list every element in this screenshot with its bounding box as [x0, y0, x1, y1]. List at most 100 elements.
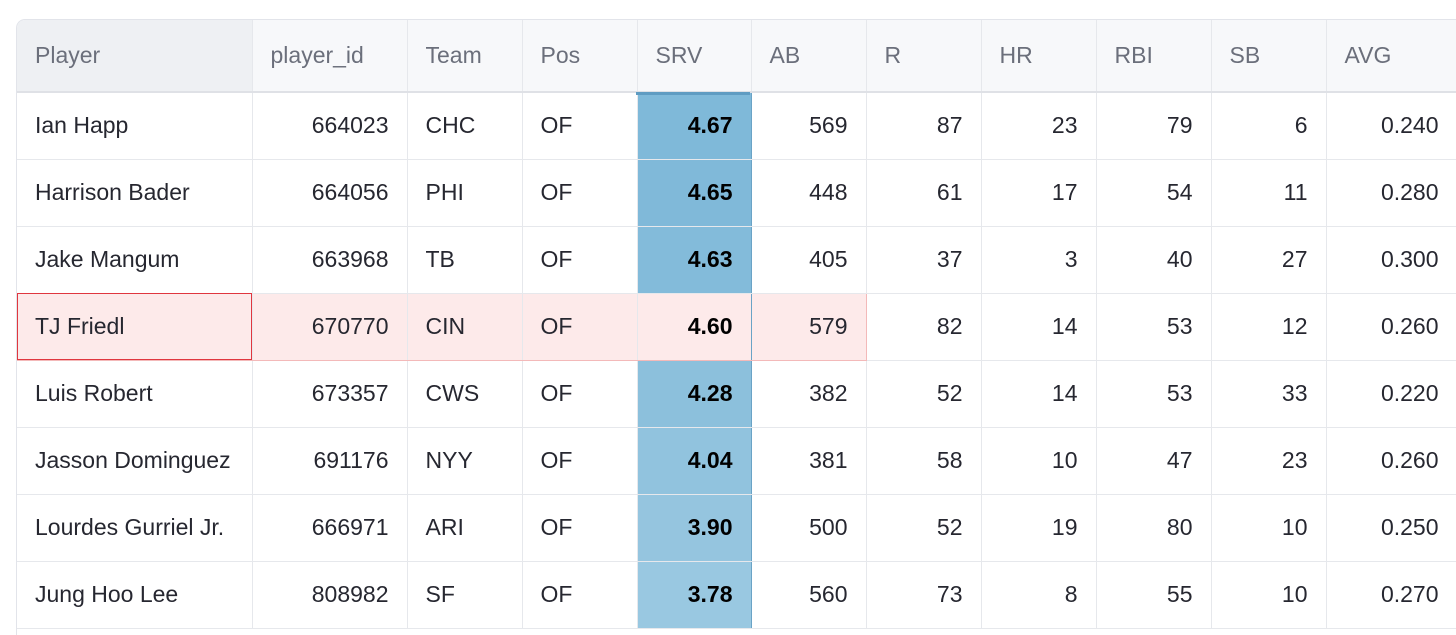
cell-hr[interactable]: 23 [981, 92, 1097, 160]
table-row[interactable]: TJ Friedl 670770 CIN OF 4.60 579 82 14 53 12 0.260 [17, 292, 1456, 361]
cell-pos[interactable]: OF [522, 561, 638, 629]
cell-avg[interactable]: 0.250 [1326, 494, 1456, 562]
cell-srv[interactable]: 4.67 [636, 92, 752, 160]
cell-player-id[interactable]: 664056 [252, 159, 408, 227]
cell-team[interactable]: PHI [407, 159, 523, 227]
cell-avg[interactable]: 0.220 [1326, 360, 1456, 428]
cell-pos[interactable]: OF [522, 427, 638, 495]
cell-srv[interactable]: 4.28 [636, 360, 752, 428]
cell-sb[interactable]: 23 [1211, 427, 1327, 495]
cell-r[interactable]: 37 [866, 226, 982, 294]
cell-sb[interactable]: 11 [1211, 159, 1327, 227]
cell-srv[interactable]: 4.04 [636, 427, 752, 495]
column-header-player[interactable]: Player [17, 20, 253, 93]
cell-avg[interactable]: 0.260 [1326, 427, 1456, 495]
cell-r[interactable]: 58 [866, 427, 982, 495]
table-row[interactable]: Ian Happ 664023 CHC OF 4.67 569 87 23 79 6 0.240 [17, 92, 1456, 160]
table-row[interactable]: Harrison Bader 664056 PHI OF 4.65 448 61 17 54 11… [17, 159, 1456, 227]
cell-rbi[interactable]: 40 [1096, 226, 1212, 294]
cell-player-id[interactable]: 673357 [252, 360, 408, 428]
cell-srv[interactable]: 3.90 [636, 494, 752, 562]
cell-player-id[interactable]: 664023 [252, 92, 408, 160]
table-row[interactable]: Jasson Dominguez 691176 NYY OF 4.04 381 58 10 47… [17, 427, 1456, 495]
cell-pos[interactable]: OF [522, 360, 638, 428]
table-row[interactable]: Lourdes Gurriel Jr. 666971 ARI OF 3.90 500 52 1… [17, 494, 1456, 562]
cell-ab[interactable]: 560 [751, 561, 867, 629]
cell-player-id[interactable]: 663968 [252, 226, 408, 294]
cell-player[interactable]: Jung Hoo Lee [17, 561, 253, 629]
cell-ab[interactable]: 579 [751, 292, 867, 361]
cell-team[interactable]: CWS [407, 360, 523, 428]
cell-pos[interactable]: OF [522, 494, 638, 562]
cell-pos[interactable]: OF [522, 159, 638, 227]
cell-rbi[interactable]: 79 [1096, 92, 1212, 160]
cell-team[interactable]: TB [407, 226, 523, 294]
cell-ab[interactable]: 381 [751, 427, 867, 495]
cell-avg[interactable]: 0.260 [1326, 293, 1456, 361]
cell-avg[interactable]: 0.240 [1326, 92, 1456, 160]
cell-r[interactable]: 87 [866, 92, 982, 160]
cell-team[interactable]: CHC [407, 92, 523, 160]
cell-sb[interactable]: 6 [1211, 92, 1327, 160]
column-header-r[interactable]: R [866, 20, 982, 93]
cell-srv[interactable]: 4.63 [636, 226, 752, 294]
cell-player[interactable]: Lourdes Gurriel Jr. [17, 494, 253, 562]
cell-pos[interactable]: OF [522, 226, 638, 294]
cell-ab[interactable]: 500 [751, 494, 867, 562]
cell-r[interactable]: 52 [866, 360, 982, 428]
cell-player[interactable]: Jake Mangum [17, 226, 253, 294]
cell-sb[interactable]: 10 [1211, 561, 1327, 629]
cell-player-id[interactable]: 666971 [252, 494, 408, 562]
cell-avg[interactable]: 0.280 [1326, 159, 1456, 227]
cell-team[interactable]: CIN [407, 292, 523, 361]
cell-hr[interactable]: 19 [981, 494, 1097, 562]
cell-rbi[interactable]: 53 [1096, 293, 1212, 361]
table-row[interactable]: Luis Robert 673357 CWS OF 4.28 382 52 14 53 33 0.2… [17, 360, 1456, 428]
cell-srv[interactable]: 4.65 [636, 159, 752, 227]
cell-player[interactable]: Jasson Dominguez [17, 427, 253, 495]
cell-rbi[interactable]: 80 [1096, 494, 1212, 562]
column-header-sb[interactable]: SB [1211, 20, 1327, 93]
cell-ab[interactable]: 569 [751, 92, 867, 160]
column-header-avg[interactable]: AVG [1326, 20, 1456, 93]
cell-rbi[interactable]: 53 [1096, 360, 1212, 428]
cell-hr[interactable]: 14 [981, 293, 1097, 361]
cell-team[interactable]: NYY [407, 427, 523, 495]
cell-ab[interactable]: 405 [751, 226, 867, 294]
cell-hr[interactable]: 3 [981, 226, 1097, 294]
cell-pos[interactable]: OF [522, 92, 638, 160]
cell-r[interactable]: 52 [866, 494, 982, 562]
column-header-ab[interactable]: AB [751, 20, 867, 93]
cell-player[interactable]: Luis Robert [17, 360, 253, 428]
cell-team[interactable]: ARI [407, 494, 523, 562]
cell-player-id[interactable]: 670770 [252, 292, 408, 361]
cell-team[interactable]: SF [407, 561, 523, 629]
table-row[interactable]: Jung Hoo Lee 808982 SF OF 3.78 560 73 8 55 10 0.27… [17, 561, 1456, 629]
table-row[interactable]: Jake Mangum 663968 TB OF 4.63 405 37 3 40 27 0.300 [17, 226, 1456, 294]
cell-sb[interactable]: 33 [1211, 360, 1327, 428]
cell-hr[interactable]: 17 [981, 159, 1097, 227]
cell-player[interactable]: Ian Happ [17, 92, 253, 160]
column-header-team[interactable]: Team [407, 20, 523, 93]
cell-hr[interactable]: 14 [981, 360, 1097, 428]
cell-sb[interactable]: 12 [1211, 293, 1327, 361]
cell-pos[interactable]: OF [522, 292, 638, 361]
cell-srv[interactable]: 4.60 [636, 292, 752, 361]
cell-srv[interactable]: 3.78 [636, 561, 752, 629]
column-header-rbi[interactable]: RBI [1096, 20, 1212, 93]
column-header-player-id[interactable]: player_id [252, 20, 408, 93]
cell-sb[interactable]: 10 [1211, 494, 1327, 562]
cell-sb[interactable]: 27 [1211, 226, 1327, 294]
cell-rbi[interactable]: 47 [1096, 427, 1212, 495]
cell-avg[interactable]: 0.270 [1326, 561, 1456, 629]
cell-player-id[interactable]: 808982 [252, 561, 408, 629]
cell-hr[interactable]: 10 [981, 427, 1097, 495]
cell-ab[interactable]: 382 [751, 360, 867, 428]
cell-ab[interactable]: 448 [751, 159, 867, 227]
cell-rbi[interactable]: 54 [1096, 159, 1212, 227]
cell-r[interactable]: 82 [866, 293, 982, 361]
column-header-pos[interactable]: Pos [522, 20, 638, 93]
cell-player[interactable]: Harrison Bader [17, 159, 253, 227]
column-header-srv[interactable]: SRV [637, 20, 752, 93]
cell-player-id[interactable]: 691176 [252, 427, 408, 495]
